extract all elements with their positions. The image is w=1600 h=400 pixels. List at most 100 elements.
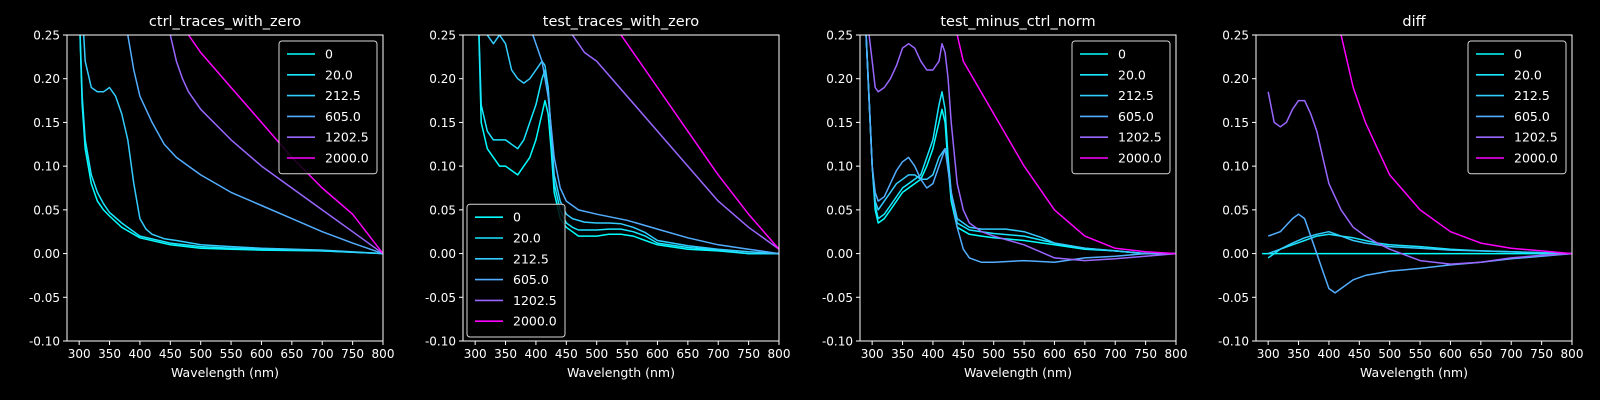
y-tick-label: 0.00 [33, 247, 60, 261]
x-tick-label: 500 [982, 347, 1005, 361]
y-tick-label: 0.25 [33, 29, 60, 43]
series-line-1202.5 [571, 35, 779, 250]
legend: 0 20.0 212.5 605.0 1202.5 2000.0 [1467, 40, 1567, 175]
x-tick-label: 600 [646, 347, 669, 361]
y-tick-label: 0.20 [826, 72, 853, 86]
legend-item: 2000.0 [475, 314, 557, 329]
y-tick-label: 0.20 [1222, 72, 1249, 86]
series-line-212.5 [486, 35, 779, 255]
series-line-605.0 [865, 35, 1176, 264]
y-tick-label: 0.00 [429, 247, 456, 261]
series-group [865, 35, 1176, 264]
y-tick-label: -0.05 [822, 291, 853, 305]
legend-item: 212.5 [1080, 88, 1154, 103]
legend-label: 2000.0 [325, 151, 369, 166]
x-tick-label: 350 [494, 347, 517, 361]
legend-label: 0 [325, 47, 333, 62]
series-group [1262, 35, 1572, 294]
legend-item: 1202.5 [1080, 130, 1162, 145]
legend-label: 212.5 [1118, 88, 1154, 103]
legend-label: 0 [513, 210, 521, 225]
chart-panel-2: test_traces_with_zero 300 350 400 450 500 550 6… [425, 14, 791, 380]
x-tick-label: 300 [464, 347, 487, 361]
chart-panel-4: diff 300 350 400 450 500 550 600 650 700 750 800 -0.… [1218, 14, 1584, 380]
legend: 0 20.0 212.5 605.0 1202.5 2000.0 [466, 203, 566, 338]
legend-item: 1202.5 [475, 293, 557, 308]
series-line-20.0 [478, 35, 779, 255]
series-line-0 [79, 35, 383, 255]
x-tick-label: 750 [341, 347, 364, 361]
x-tick-label: 650 [1469, 347, 1492, 361]
series-line-2000.0 [187, 35, 383, 255]
legend-item: 0 [1080, 47, 1126, 62]
legend-item: 2000.0 [287, 151, 369, 166]
x-tick-label: 800 [768, 347, 791, 361]
series-line-605.0 [532, 35, 779, 255]
legend-item: 20.0 [1476, 67, 1542, 82]
legend-item: 605.0 [475, 272, 549, 287]
x-tick-label: 300 [1257, 347, 1280, 361]
legend-item: 20.0 [475, 231, 541, 246]
y-tick-label: 0.15 [826, 116, 853, 130]
legend-item: 605.0 [287, 109, 361, 124]
x-tick-label: 750 [1134, 347, 1157, 361]
series-line-605.0 [127, 35, 383, 255]
series-group [79, 35, 383, 255]
legend-label: 605.0 [325, 109, 361, 124]
x-tick-label: 400 [524, 347, 547, 361]
x-tick-label: 300 [861, 347, 884, 361]
legend-item: 212.5 [475, 251, 549, 266]
legend-item: 20.0 [287, 67, 353, 82]
x-tick-label: 750 [737, 347, 760, 361]
y-tick-label: 0.00 [826, 247, 853, 261]
chart-panel-1: ctrl_traces_with_zero 300 350 400 450 500 550 6… [29, 14, 395, 380]
legend: 0 20.0 212.5 605.0 1202.5 2000.0 [278, 40, 378, 175]
x-tick-label: 500 [1378, 347, 1401, 361]
legend: 0 20.0 212.5 605.0 1202.5 2000.0 [1071, 40, 1171, 175]
legend-label: 20.0 [325, 67, 353, 82]
y-tick-label: 0.10 [1222, 160, 1249, 174]
legend-label: 212.5 [513, 251, 549, 266]
x-axis-label: Wavelength (nm) [171, 365, 279, 380]
legend-item: 1202.5 [1476, 130, 1558, 145]
y-tick-label: -0.05 [1218, 291, 1249, 305]
plot-frame [1255, 34, 1573, 342]
x-tick-label: 500 [585, 347, 608, 361]
x-tick-label: 600 [1043, 347, 1066, 361]
legend-label: 212.5 [325, 88, 361, 103]
y-tick-label: -0.10 [1218, 335, 1249, 349]
y-tick-label: 0.25 [826, 29, 853, 43]
y-tick-label: 0.20 [429, 72, 456, 86]
legend-item: 0 [1476, 47, 1522, 62]
x-tick-label: 700 [1104, 347, 1127, 361]
plot-frame [462, 34, 780, 342]
x-tick-label: 700 [1500, 347, 1523, 361]
series-line-1202.5 [169, 35, 383, 255]
legend-label: 1202.5 [1514, 130, 1558, 145]
x-tick-label: 350 [891, 347, 914, 361]
plot-frame [859, 34, 1177, 342]
series-line-2000.0 [956, 35, 1176, 255]
x-tick-label: 600 [1439, 347, 1462, 361]
x-tick-label: 650 [676, 347, 699, 361]
series-line-212.5 [82, 35, 383, 255]
x-tick-label: 600 [250, 347, 273, 361]
legend-label: 2000.0 [513, 314, 557, 329]
y-tick-label: -0.10 [29, 335, 60, 349]
series-line-20.0 [79, 35, 383, 255]
legend-label: 20.0 [1514, 67, 1542, 82]
series-line-1202.5 [868, 35, 1176, 262]
legend-item: 0 [287, 47, 333, 62]
series-line-0 [478, 35, 779, 255]
legend-label: 0 [1118, 47, 1126, 62]
x-tick-label: 400 [921, 347, 944, 361]
y-tick-label: 0.10 [826, 160, 853, 174]
y-tick-label: 0.15 [33, 116, 60, 130]
legend-label: 0 [1514, 47, 1522, 62]
legend-item: 2000.0 [1080, 151, 1162, 166]
series-line-212.5 [1267, 230, 1572, 255]
x-axis-label: Wavelength (nm) [964, 365, 1072, 380]
legend-label: 212.5 [1514, 88, 1550, 103]
y-tick-label: 0.25 [1222, 29, 1249, 43]
